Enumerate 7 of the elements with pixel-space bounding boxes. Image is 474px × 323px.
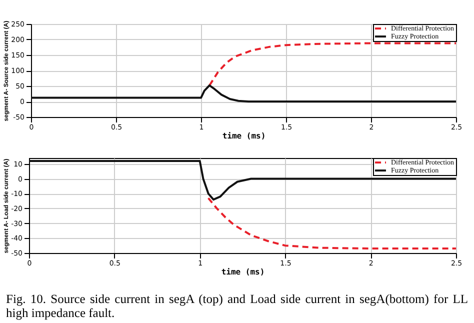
line-series <box>31 84 456 102</box>
line-series <box>208 42 456 86</box>
x-axis-title: time (ms) <box>222 132 266 140</box>
x-axis-title: time (ms) <box>221 268 265 276</box>
line-series <box>207 197 456 250</box>
caption: Fig. 10. Source side current in segA (top) and Load side current in segA(bottom) for LL high impedance fault. <box>5 292 469 320</box>
line-series <box>29 160 456 201</box>
